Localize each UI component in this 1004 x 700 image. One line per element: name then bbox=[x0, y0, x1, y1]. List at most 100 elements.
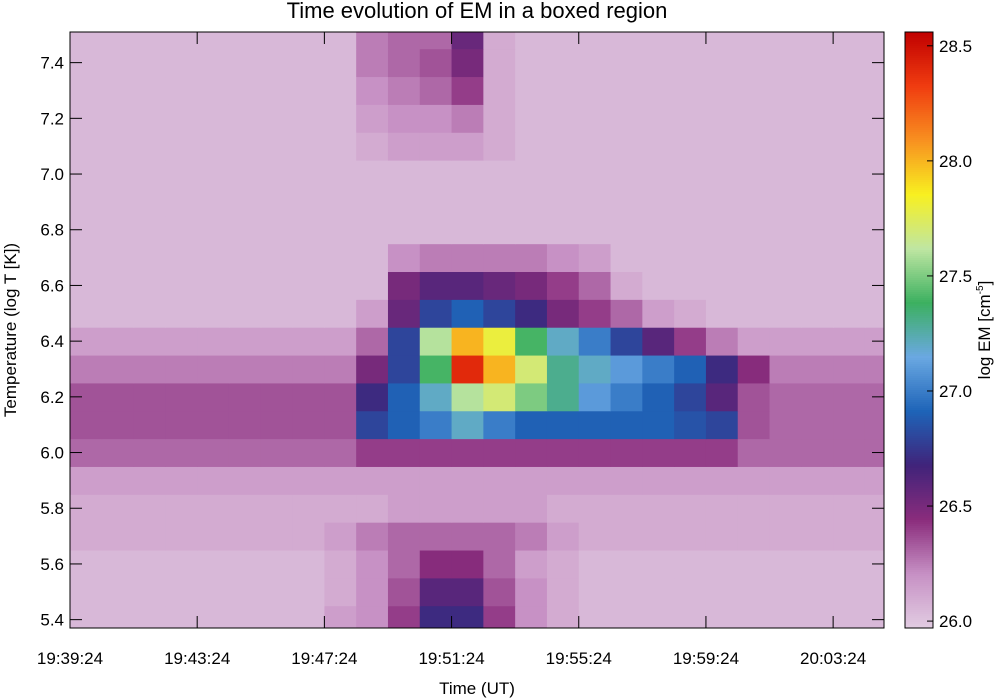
heatmap-cell bbox=[228, 605, 262, 628]
colorbar-step bbox=[905, 408, 933, 411]
heatmap-cell bbox=[165, 494, 198, 523]
colorbar-step bbox=[905, 514, 933, 517]
heatmap-cell bbox=[674, 76, 707, 105]
colorbar-step bbox=[905, 276, 933, 279]
colorbar-step bbox=[905, 380, 933, 383]
heatmap-cell bbox=[483, 76, 516, 105]
heatmap-cell bbox=[705, 132, 739, 161]
colorbar-step bbox=[905, 312, 933, 315]
heatmap-cell bbox=[292, 382, 325, 412]
colorbar-step bbox=[905, 188, 933, 191]
heatmap-cell bbox=[356, 327, 389, 356]
heatmap-cell bbox=[578, 438, 612, 467]
colorbar-step bbox=[905, 518, 933, 521]
heatmap-cell bbox=[165, 160, 198, 189]
heatmap-cell bbox=[451, 215, 484, 245]
colorbar-step bbox=[905, 604, 933, 607]
colorbar-step bbox=[905, 546, 933, 549]
heatmap-cell bbox=[451, 494, 484, 523]
heatmap-cell bbox=[801, 299, 834, 328]
colorbar-step bbox=[905, 176, 933, 179]
heatmap-cell bbox=[197, 132, 230, 161]
heatmap-cell bbox=[197, 466, 230, 495]
colorbar-step bbox=[905, 558, 933, 561]
colorbar-step bbox=[905, 108, 933, 111]
colorbar-step bbox=[905, 440, 933, 443]
heatmap-cell bbox=[292, 215, 325, 245]
colorbar-step bbox=[905, 68, 933, 71]
colorbar-step bbox=[905, 502, 933, 505]
heatmap-cell bbox=[70, 355, 103, 384]
heatmap-cell bbox=[419, 410, 453, 440]
heatmap-cell bbox=[101, 550, 135, 579]
heatmap-cell bbox=[197, 382, 230, 412]
heatmap-cell bbox=[324, 271, 357, 300]
heatmap-cell bbox=[260, 605, 294, 628]
heatmap-cell bbox=[578, 132, 612, 161]
heatmap-cell bbox=[578, 410, 612, 440]
heatmap-cell bbox=[515, 577, 548, 607]
heatmap-cell bbox=[483, 271, 516, 300]
heatmap-cell bbox=[515, 327, 548, 356]
heatmap bbox=[70, 32, 884, 628]
colorbar-step bbox=[905, 552, 933, 555]
heatmap-cell bbox=[165, 215, 198, 245]
heatmap-cell bbox=[833, 382, 866, 412]
heatmap-cell bbox=[578, 271, 612, 300]
colorbar-step bbox=[905, 538, 933, 541]
heatmap-cell bbox=[801, 466, 834, 495]
colorbar-step bbox=[905, 622, 933, 625]
colorbar-step bbox=[905, 104, 933, 107]
colorbar-step bbox=[905, 206, 933, 209]
colorbar-step bbox=[905, 98, 933, 101]
colorbar-step bbox=[905, 274, 933, 277]
heatmap-cell bbox=[515, 48, 548, 78]
colorbar-step bbox=[905, 406, 933, 409]
heatmap-cell bbox=[197, 605, 230, 628]
colorbar-step bbox=[905, 382, 933, 385]
heatmap-cell bbox=[483, 160, 516, 189]
x-tick-label: 19:55:24 bbox=[546, 649, 612, 668]
heatmap-cell bbox=[578, 577, 612, 607]
colorbar-step bbox=[905, 366, 933, 369]
heatmap-cell bbox=[578, 382, 612, 412]
colorbar-step bbox=[905, 454, 933, 457]
colorbar-step bbox=[905, 272, 933, 275]
heatmap-cell bbox=[737, 32, 771, 50]
heatmap-cell bbox=[356, 522, 389, 551]
heatmap-cell bbox=[737, 410, 771, 440]
heatmap-cell bbox=[356, 271, 389, 300]
heatmap-cell bbox=[833, 577, 866, 607]
heatmap-cell bbox=[483, 32, 516, 50]
heatmap-cell bbox=[387, 187, 421, 217]
heatmap-cell bbox=[769, 466, 802, 495]
heatmap-cell bbox=[801, 494, 834, 523]
heatmap-cell bbox=[165, 48, 198, 78]
x-tick-label: 19:39:24 bbox=[37, 649, 103, 668]
heatmap-cell bbox=[260, 327, 294, 356]
colorbar-step bbox=[905, 446, 933, 449]
heatmap-cell bbox=[546, 271, 580, 300]
heatmap-cell bbox=[578, 299, 612, 328]
heatmap-cell bbox=[610, 299, 643, 328]
heatmap-cell bbox=[228, 48, 262, 78]
heatmap-cell bbox=[356, 104, 389, 133]
heatmap-cell bbox=[483, 48, 516, 78]
heatmap-cell bbox=[674, 410, 707, 440]
heatmap-cell bbox=[165, 382, 198, 412]
heatmap-cell bbox=[578, 48, 612, 78]
heatmap-cell bbox=[546, 605, 580, 628]
colorbar-step bbox=[905, 232, 933, 235]
heatmap-cell bbox=[70, 132, 103, 161]
heatmap-cell bbox=[737, 438, 771, 467]
heatmap-cell bbox=[260, 299, 294, 328]
colorbar-step bbox=[905, 600, 933, 603]
heatmap-cell bbox=[737, 104, 771, 133]
heatmap-cell bbox=[260, 187, 294, 217]
colorbar-step bbox=[905, 494, 933, 497]
heatmap-cell bbox=[833, 522, 866, 551]
colorbar-step bbox=[905, 62, 933, 65]
heatmap-cell bbox=[133, 410, 166, 440]
colorbar-step bbox=[905, 34, 933, 37]
heatmap-cell bbox=[292, 76, 325, 105]
